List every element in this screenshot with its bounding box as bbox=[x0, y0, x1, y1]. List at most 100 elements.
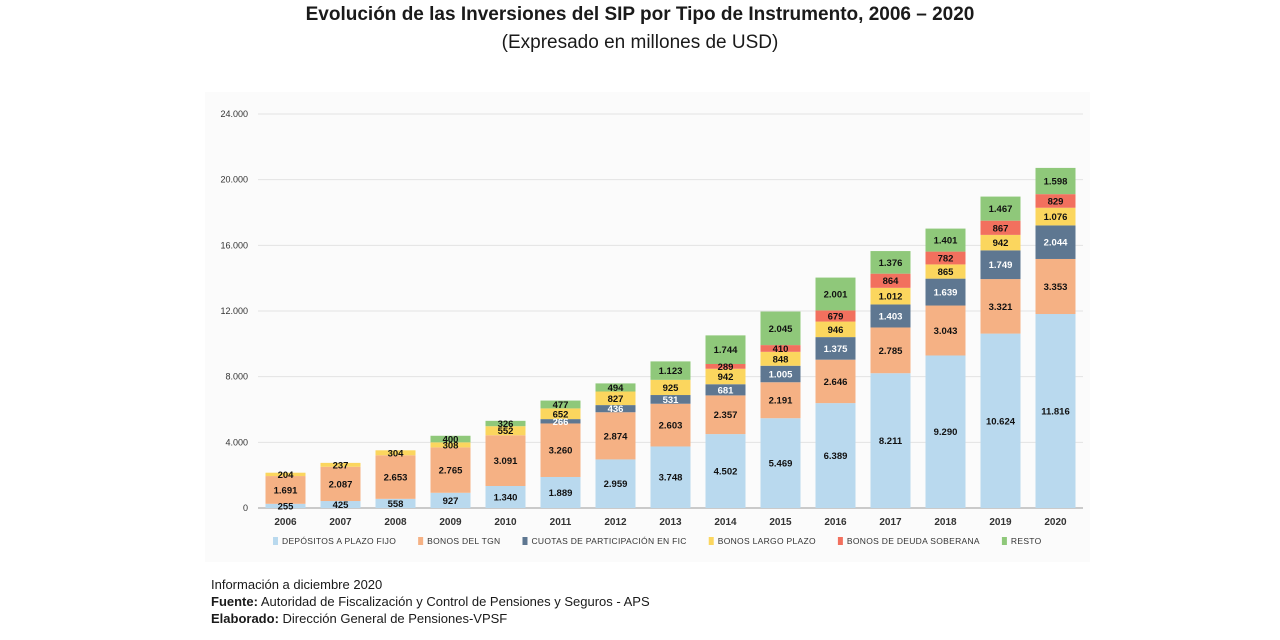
bar-segment bbox=[870, 251, 911, 274]
bar-segment bbox=[705, 395, 746, 435]
legend-label: CUOTAS DE PARTICIPACIÓN EN FIC bbox=[531, 536, 686, 546]
bar-segment bbox=[980, 196, 1021, 221]
y-tick-label: 8.000 bbox=[225, 372, 248, 382]
bar-segment bbox=[760, 311, 801, 346]
x-tick-label: 2017 bbox=[879, 517, 902, 528]
data-label: 2.001 bbox=[824, 290, 848, 301]
bar-segment bbox=[265, 503, 306, 508]
bar-segment bbox=[705, 368, 746, 385]
data-label: 1.340 bbox=[494, 493, 518, 504]
bar-segment bbox=[925, 264, 966, 279]
value-labels: 255 1.691 204 425 2.087 237 558 2.653 304 927 2.76… bbox=[274, 177, 1070, 513]
bar-segment bbox=[650, 361, 691, 380]
data-label: 2.765 bbox=[439, 466, 463, 477]
data-label: 2.653 bbox=[384, 473, 408, 484]
legend-swatch bbox=[522, 537, 528, 545]
bar-segment bbox=[705, 364, 746, 369]
data-label: 2.603 bbox=[659, 421, 683, 432]
data-label: 3.748 bbox=[659, 473, 683, 484]
legend-label: RESTO bbox=[1011, 536, 1042, 546]
x-tick-label: 2008 bbox=[384, 517, 407, 528]
data-label: 425 bbox=[333, 500, 350, 511]
bar-segment bbox=[430, 492, 471, 508]
data-label: 2.959 bbox=[604, 479, 628, 490]
data-label: 2.044 bbox=[1044, 238, 1068, 249]
bar-segment bbox=[265, 476, 306, 504]
bar-segment bbox=[815, 403, 856, 508]
bar-segment bbox=[925, 251, 966, 265]
data-label: 1.744 bbox=[714, 345, 738, 356]
bar-segment bbox=[485, 420, 526, 427]
chart-subtitle: (Expresado en millones de USD) bbox=[501, 32, 779, 53]
bar-segment bbox=[375, 455, 416, 499]
y-tick-label: 24.000 bbox=[220, 109, 248, 119]
bar-segment bbox=[815, 359, 856, 404]
bar-segment bbox=[540, 408, 581, 420]
bar-segment bbox=[980, 220, 1021, 235]
bars bbox=[265, 167, 1076, 508]
legend: DEPÓSITOS A PLAZO FIJO BONOS DEL TGN CUOTA… bbox=[273, 536, 1042, 546]
x-tick-label: 2007 bbox=[329, 517, 352, 528]
axes: 0 4.000 8.000 12.000 16.000 20.000 24.000 2006 2… bbox=[220, 109, 1067, 528]
bar-segment bbox=[375, 498, 416, 508]
chart-footer: Información a diciembre 2020 Fuente: Aut… bbox=[211, 576, 650, 627]
y-tick-label: 4.000 bbox=[225, 437, 248, 447]
bar-segment bbox=[1035, 258, 1076, 315]
bar-segment bbox=[320, 466, 361, 502]
bar-segment bbox=[540, 476, 581, 508]
data-label: 925 bbox=[663, 383, 680, 394]
footer-made-label: Elaborado: bbox=[211, 611, 279, 626]
bar-segment bbox=[760, 345, 801, 352]
data-label: 9.290 bbox=[934, 427, 958, 438]
data-label: 494 bbox=[608, 383, 625, 394]
data-label: 1.749 bbox=[989, 260, 1013, 271]
legend-label: BONOS LARGO PLAZO bbox=[718, 536, 816, 546]
bar-segment bbox=[540, 423, 581, 477]
data-label: 927 bbox=[443, 496, 459, 507]
data-label: 829 bbox=[1048, 196, 1064, 207]
data-label: 942 bbox=[993, 238, 1009, 249]
data-label: 410 bbox=[773, 344, 789, 355]
bar-segment bbox=[595, 383, 636, 392]
data-label: 1.467 bbox=[989, 204, 1013, 215]
data-label: 3.321 bbox=[989, 302, 1013, 313]
chart-panel: 255 1.691 204 425 2.087 237 558 2.653 304 927 2.76… bbox=[205, 92, 1090, 562]
x-tick-label: 2009 bbox=[439, 517, 462, 528]
bar-segment bbox=[870, 327, 911, 374]
legend-swatch bbox=[418, 537, 424, 545]
x-tick-label: 2016 bbox=[824, 517, 847, 528]
data-label: 8.211 bbox=[879, 436, 903, 447]
bar-segment bbox=[485, 486, 526, 508]
footer-info: Información a diciembre 2020 bbox=[211, 577, 383, 592]
stacked-bar-chart: 255 1.691 204 425 2.087 237 558 2.653 304 927 2.76… bbox=[220, 109, 1083, 546]
data-label: 6.389 bbox=[824, 451, 848, 462]
legend-swatch bbox=[837, 537, 843, 545]
data-label: 237 bbox=[333, 460, 349, 471]
data-label: 3.043 bbox=[934, 326, 958, 337]
data-label: 531 bbox=[663, 395, 680, 406]
bar-segment bbox=[870, 287, 911, 305]
bar-segment bbox=[760, 365, 801, 383]
chart-title: Evolución de las Inversiones del SIP por… bbox=[305, 4, 975, 25]
bar-segment bbox=[925, 228, 966, 252]
x-tick-label: 2012 bbox=[604, 517, 627, 528]
data-label: 865 bbox=[938, 267, 955, 278]
bar-segment bbox=[320, 501, 361, 508]
bar-segment bbox=[595, 459, 636, 508]
data-label: 1.403 bbox=[879, 311, 903, 322]
bar-segment bbox=[815, 321, 856, 338]
data-label: 477 bbox=[553, 400, 569, 411]
data-label: 326 bbox=[498, 419, 514, 430]
bar-segment bbox=[980, 333, 1021, 508]
data-label: 1.691 bbox=[274, 485, 298, 496]
data-label: 2.357 bbox=[714, 410, 738, 421]
x-tick-label: 2006 bbox=[274, 517, 297, 528]
data-label: 1.076 bbox=[1044, 212, 1068, 223]
footer-source-label: Fuente: bbox=[211, 594, 258, 609]
bar-segment bbox=[265, 472, 306, 477]
bar-segment bbox=[650, 446, 691, 508]
bar-segment bbox=[650, 395, 691, 404]
data-label: 652 bbox=[553, 409, 569, 420]
bar-segment bbox=[980, 279, 1021, 334]
data-label: 1.889 bbox=[549, 488, 573, 499]
